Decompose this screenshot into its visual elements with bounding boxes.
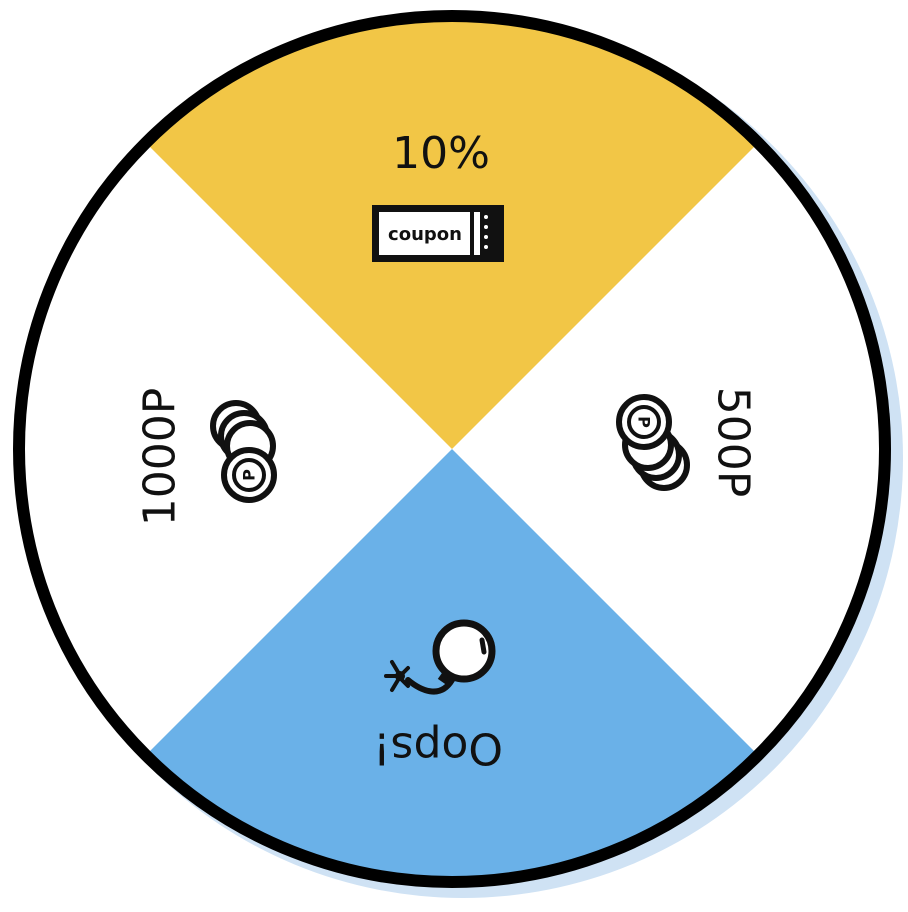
coupon-icon: coupon [372,205,504,262]
coin-stack-icon: P [210,400,277,503]
coin-letter-right: P [635,416,654,428]
bomb-icon [384,619,496,695]
coin-stack-icon: P [616,394,690,491]
segment-top-label: 10% [392,128,490,179]
segment-right-label: 500P [708,387,759,498]
coupon-icon-text: coupon [388,224,462,245]
segment-bottom-label: Oops! [373,723,503,774]
segment-left-label: 1000P [135,388,186,527]
coin-letter-left: P [240,469,259,481]
wheel-rim [13,10,891,888]
